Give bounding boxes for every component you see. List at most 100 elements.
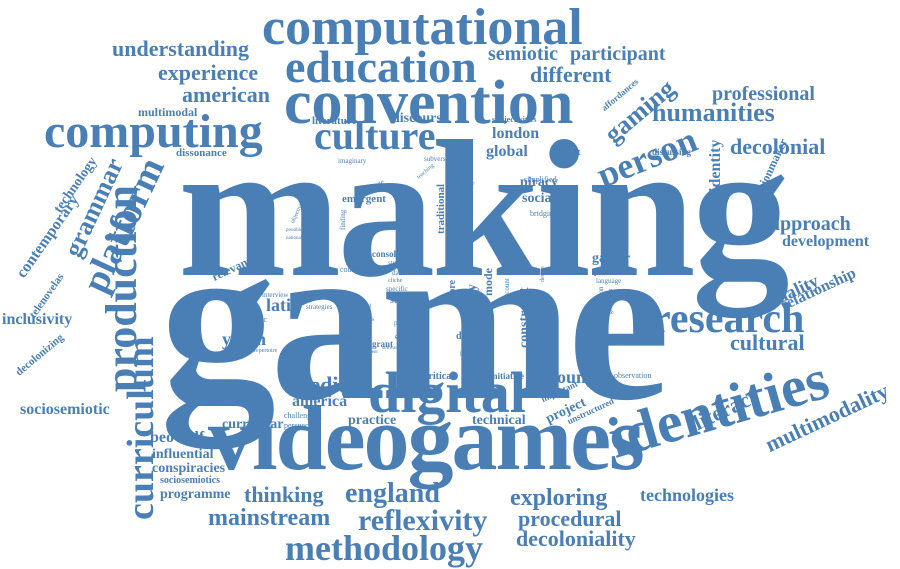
word-data: data bbox=[392, 269, 404, 277]
word-finding: finding bbox=[339, 209, 347, 230]
word-american: american bbox=[182, 82, 270, 107]
word-mainstream: mainstream bbox=[208, 505, 331, 531]
word-procedural: procedural bbox=[518, 506, 622, 531]
word-diverse: diverse bbox=[456, 331, 487, 342]
word-emergent: emergent bbox=[342, 193, 386, 205]
word-migrant: migrant bbox=[362, 339, 393, 349]
word-traditional: traditional bbox=[435, 183, 447, 234]
word-participant: participant bbox=[570, 43, 666, 65]
word-videogames: videogames bbox=[208, 387, 645, 489]
word-semiotic: semiotic bbox=[488, 43, 558, 65]
word-london: london bbox=[492, 125, 540, 142]
word-discusses: discusses bbox=[348, 315, 375, 323]
word-curricular: curricular bbox=[222, 417, 284, 432]
word-hegemonic: hegemonic bbox=[232, 315, 268, 324]
word-identity: identity bbox=[707, 139, 724, 192]
word-programme: programme bbox=[160, 487, 231, 502]
word-more: more bbox=[447, 279, 458, 302]
word-sociosemiotic: sociosemiotic bbox=[20, 401, 110, 418]
word-digital: digital bbox=[368, 360, 526, 425]
word-discussing: discussing bbox=[652, 147, 692, 157]
word-literature: literature bbox=[312, 115, 357, 127]
word-making: making bbox=[178, 101, 790, 318]
word-methodology: methodology bbox=[285, 528, 483, 568]
word-young: young bbox=[548, 367, 596, 387]
word-decoloniality: decoloniality bbox=[516, 526, 636, 551]
word-specific: specific bbox=[386, 285, 408, 293]
word-game: game bbox=[160, 192, 670, 449]
word-school: school bbox=[390, 295, 417, 306]
word-practice: practice bbox=[348, 413, 397, 428]
word-different: different bbox=[530, 62, 612, 87]
word-imaginary: imaginary bbox=[338, 157, 367, 165]
word-gamer: gamer bbox=[592, 251, 631, 266]
word-beowulf: beowulf bbox=[150, 429, 205, 446]
word-education: education bbox=[285, 41, 477, 92]
word-study: study bbox=[388, 259, 404, 267]
word-national: national bbox=[286, 236, 303, 241]
word-england: england bbox=[345, 478, 440, 509]
word-influential: influential bbox=[152, 447, 214, 462]
word-interview: interview bbox=[262, 291, 289, 299]
word-creative: creative bbox=[334, 291, 360, 300]
word-computing: computing bbox=[44, 105, 263, 158]
word-computational: computational bbox=[262, 0, 583, 56]
word-social: social bbox=[522, 191, 556, 206]
word-software: software bbox=[382, 346, 400, 351]
word-present: present bbox=[552, 147, 581, 157]
word-subjectivities: subjectivities bbox=[492, 115, 537, 124]
word-technologies: technologies bbox=[640, 485, 734, 505]
word-america: america bbox=[292, 393, 348, 410]
word-account: account bbox=[503, 278, 511, 300]
word-decolonizing: decolonizing bbox=[13, 331, 67, 379]
word-critical: critical bbox=[424, 371, 454, 382]
word-language: language bbox=[596, 277, 622, 285]
word-global: global bbox=[486, 143, 528, 160]
word-dissonance: dissonance bbox=[176, 147, 227, 159]
word-element: element bbox=[362, 350, 378, 355]
word-mode: mode bbox=[481, 268, 495, 296]
word-youth: youth bbox=[222, 329, 267, 349]
word-artefact: artefact bbox=[468, 342, 486, 348]
word-observation: observation bbox=[614, 371, 652, 380]
word-countrie: countrie bbox=[340, 265, 367, 274]
word-strategies: strategies bbox=[306, 303, 333, 311]
word-latin: latin bbox=[266, 295, 302, 315]
word-exploring: exploring bbox=[510, 485, 608, 511]
word-experience: experience bbox=[158, 60, 259, 85]
word-possible: possible bbox=[286, 228, 303, 233]
word-partial: partial bbox=[394, 319, 412, 327]
word-perspective: perspective bbox=[284, 421, 321, 430]
word-cultural: cultural bbox=[730, 330, 805, 355]
word-console: console bbox=[372, 249, 400, 259]
word-model: model bbox=[356, 304, 371, 310]
word-preference: preference bbox=[594, 267, 631, 276]
word-discourse: discourse bbox=[392, 111, 448, 126]
word-repertoire: repertoire bbox=[254, 348, 278, 354]
word-sociosemiotics: sociosemiotics bbox=[160, 475, 220, 486]
word-research: research bbox=[652, 296, 805, 342]
word-constraint: constraint bbox=[517, 287, 532, 348]
word-inclusivity: inclusivity bbox=[2, 311, 73, 328]
word-simplified: simplified bbox=[524, 175, 557, 184]
word-media: media bbox=[292, 372, 350, 397]
word-history: history bbox=[465, 284, 480, 326]
word-conspiracies: conspiracies bbox=[152, 461, 226, 476]
word-knowledge: knowledge bbox=[535, 310, 550, 374]
word-context: context bbox=[182, 387, 238, 407]
word-multimodal: multimodal bbox=[138, 105, 198, 119]
word-bridging: bridging bbox=[530, 209, 558, 218]
word-professional: professional bbox=[712, 83, 815, 105]
word-piracy: piracy bbox=[520, 175, 559, 190]
word-generation: generation bbox=[608, 288, 614, 314]
word-convention: convention bbox=[284, 69, 574, 137]
word-decolonial: decolonial bbox=[730, 134, 826, 159]
word-initiative: initiative bbox=[490, 371, 524, 381]
word-subversive: subversive bbox=[424, 155, 454, 163]
word-reflection: reflection bbox=[451, 187, 462, 228]
word-challenging: challenging bbox=[284, 411, 322, 420]
word-approach: approach bbox=[770, 213, 851, 235]
word-technical: technical bbox=[472, 413, 526, 428]
word-reflexivity: reflexivity bbox=[358, 504, 488, 537]
word-perception: perception bbox=[597, 286, 605, 316]
